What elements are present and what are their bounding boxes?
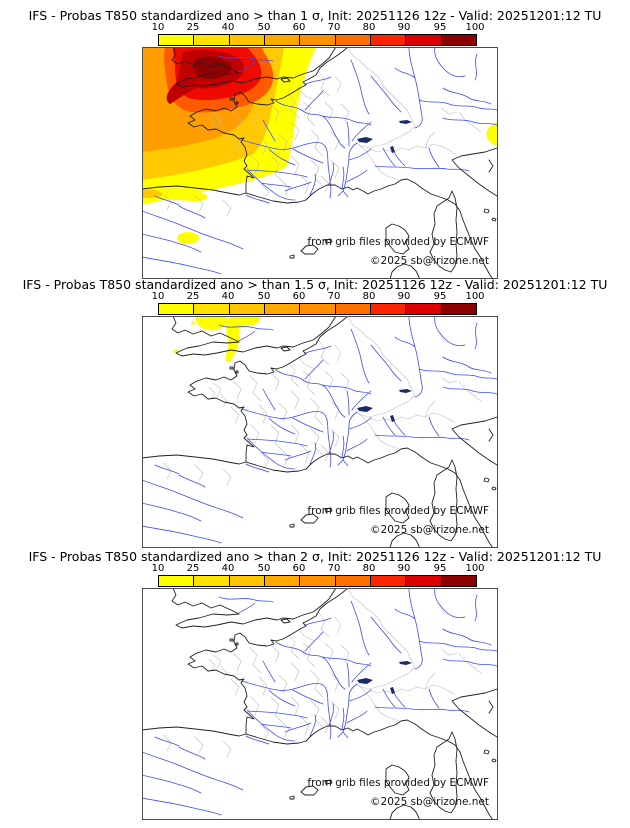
tick-label: 60 [292,563,306,574]
tick-label: 60 [292,22,306,33]
probability-colorbar [158,34,477,46]
map-image [143,48,497,278]
colorbar-tick-labels: 10 25 40 50 60 70 80 90 95 100 [152,563,485,574]
colorbar-segment [228,576,264,586]
attribution-source: from grib files provided by ECMWF [307,777,489,789]
tick-label: 25 [186,563,200,574]
tick-label: 80 [362,22,376,33]
colorbar-segment [405,35,441,45]
colorbar-segment [299,304,335,314]
tick-label: 70 [327,291,341,302]
panel-title: IFS - Probas T850 standardized ano > tha… [28,8,602,23]
colorbar-segment [334,35,370,45]
tick-label: 90 [397,22,411,33]
tick-label: 95 [433,291,447,302]
anomaly-patch-south-england [225,317,261,363]
tick-label: 25 [186,22,200,33]
colorbar-segment [369,35,406,45]
tick-label: 95 [433,563,447,574]
colorbar-segment [405,576,441,586]
colorbar-segment [193,35,229,45]
panel-title: IFS - Probas T850 standardized ano > tha… [28,549,602,564]
attribution-copyright: ©2025 sb@irizone.net [370,255,489,267]
probability-colorbar [158,303,477,315]
tick-label: 50 [257,563,271,574]
anomaly-patch-spain-amber [143,189,163,198]
colorbar-segment [263,576,300,586]
colorbar-segment [159,35,194,45]
tick-label: 10 [151,22,165,33]
anomaly-speck-west [173,349,179,353]
anomaly-speck-channel [191,321,195,325]
colorbar-segment [159,576,194,586]
tick-label: 50 [257,22,271,33]
colorbar-segment [299,35,335,45]
map-france-sigma-1-5: from grib files provided by ECMWF ©2025 … [142,316,498,548]
map-france-sigma-1: from grib files provided by ECMWF ©2025 … [142,47,498,279]
tick-label: 10 [151,291,165,302]
colorbar-segment [405,304,441,314]
tick-label: 100 [465,563,485,574]
tick-label: 25 [186,291,200,302]
colorbar-segment [193,576,229,586]
anomaly-patch-east-edge [486,122,497,146]
anomaly-spot-spain-south [177,232,199,244]
tick-label: 40 [221,291,235,302]
tick-label: 40 [221,563,235,574]
tick-label: 100 [465,291,485,302]
attribution-source: from grib files provided by ECMWF [307,236,489,248]
panel-sigma-1-5: IFS - Probas T850 standardized ano > tha… [0,277,630,548]
tick-label: 70 [327,563,341,574]
tick-label: 40 [221,22,235,33]
colorbar-segment [263,35,300,45]
tick-label: 90 [397,291,411,302]
panel-sigma-2: IFS - Probas T850 standardized ano > tha… [0,549,630,820]
map-france-sigma-2: from grib files provided by ECMWF ©2025 … [142,588,498,820]
colorbar-tick-labels: 10 25 40 50 60 70 80 90 95 100 [152,291,485,302]
attribution-copyright: ©2025 sb@irizone.net [370,524,489,536]
map-attribution: from grib files provided by ECMWF ©2025 … [307,236,489,267]
panel-sigma-1: IFS - Probas T850 standardized ano > tha… [0,8,630,279]
colorbar-segment [159,304,194,314]
attribution-copyright: ©2025 sb@irizone.net [370,796,489,808]
tick-label: 10 [151,563,165,574]
map-attribution: from grib files provided by ECMWF ©2025 … [307,505,489,536]
colorbar-segment [299,576,335,586]
tick-label: 100 [465,22,485,33]
tick-label: 60 [292,291,306,302]
colorbar-segment [334,576,370,586]
colorbar-segment [440,576,476,586]
colorbar-tick-labels: 10 25 40 50 60 70 80 90 95 100 [152,22,485,33]
colorbar-segment [440,35,476,45]
colorbar-segment [334,304,370,314]
tick-label: 80 [362,563,376,574]
tick-label: 50 [257,291,271,302]
panel-title: IFS - Probas T850 standardized ano > tha… [22,277,608,292]
tick-label: 90 [397,563,411,574]
colorbar-segment [440,304,476,314]
map-attribution: from grib files provided by ECMWF ©2025 … [307,777,489,808]
map-image [143,317,497,547]
colorbar-segment [369,304,406,314]
colorbar-segment [263,304,300,314]
colorbar-segment [228,35,264,45]
probability-colorbar [158,575,477,587]
colorbar-segment [228,304,264,314]
colorbar-segment [369,576,406,586]
tick-label: 80 [362,291,376,302]
attribution-source: from grib files provided by ECMWF [307,505,489,517]
tick-label: 70 [327,22,341,33]
anomaly-patch-celtic-sea [195,317,228,331]
tick-label: 95 [433,22,447,33]
colorbar-segment [193,304,229,314]
